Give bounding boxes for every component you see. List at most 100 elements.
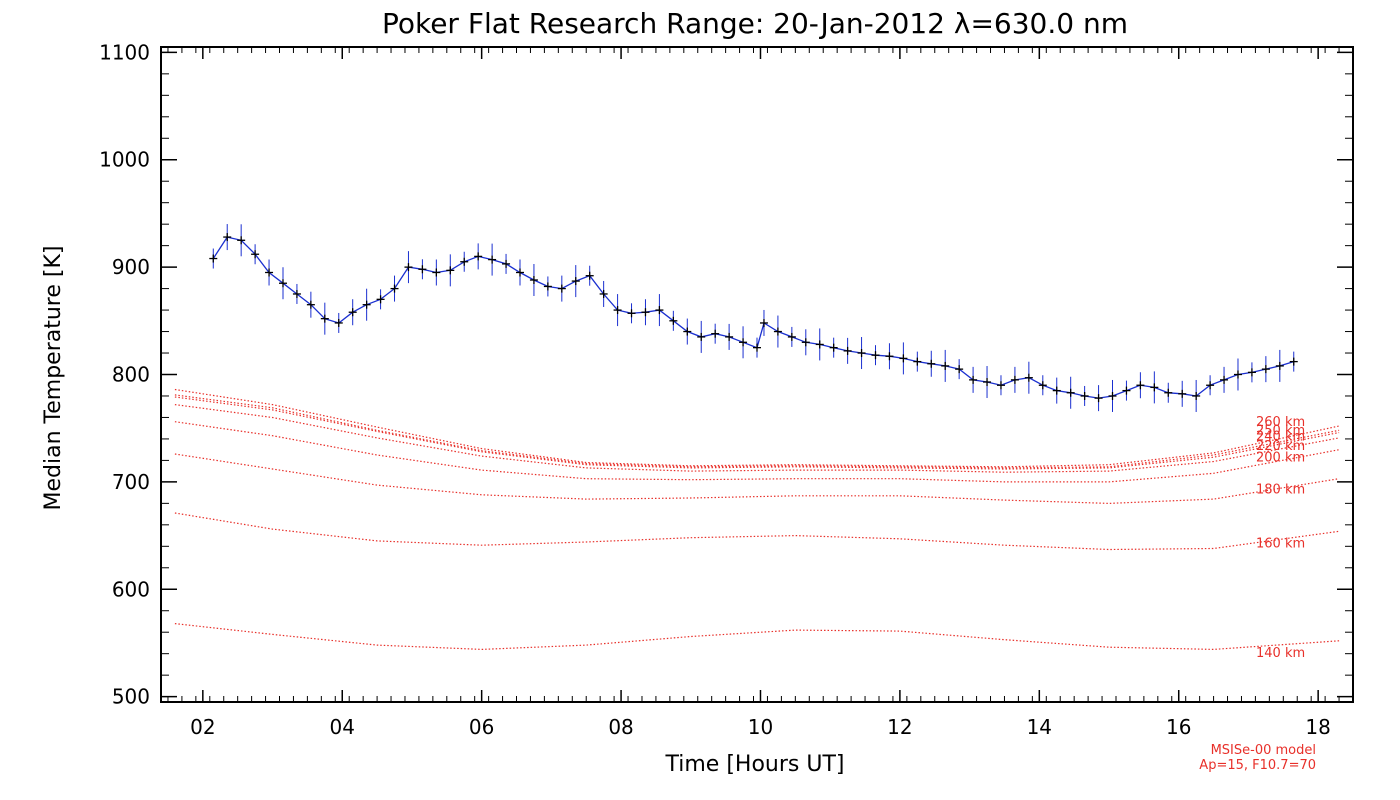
x-tick-label: 08 xyxy=(608,715,633,739)
data-point xyxy=(292,289,301,298)
data-point xyxy=(1066,388,1075,397)
model-label: 220 km xyxy=(1256,439,1305,454)
data-point xyxy=(1178,389,1187,398)
data-point xyxy=(474,252,483,261)
data-point xyxy=(1192,391,1201,400)
data-point xyxy=(871,351,880,360)
data-point xyxy=(237,236,246,245)
data-point xyxy=(306,300,315,309)
x-tick-label: 12 xyxy=(887,715,912,739)
data-point xyxy=(969,375,978,384)
data-point xyxy=(927,359,936,368)
data-point xyxy=(1233,370,1242,379)
data-point xyxy=(857,349,866,358)
model-note-line2: Ap=15, F10.7=70 xyxy=(1199,758,1316,773)
data-point xyxy=(320,314,329,323)
data-point xyxy=(1206,381,1215,390)
data-point xyxy=(627,309,636,318)
data-point xyxy=(265,268,274,277)
data-point xyxy=(899,354,908,363)
model-curve-250-km xyxy=(174,394,1340,469)
data-point xyxy=(1052,386,1061,395)
data-point xyxy=(1038,381,1047,390)
model-curve-240-km xyxy=(174,396,1340,470)
data-point xyxy=(418,265,427,274)
data-point xyxy=(334,318,343,327)
data-point xyxy=(759,318,768,327)
x-tick-label: 10 xyxy=(748,715,773,739)
x-tick-label: 18 xyxy=(1305,715,1330,739)
data-point xyxy=(996,381,1005,390)
data-point xyxy=(502,259,511,268)
data-point xyxy=(446,266,455,275)
data-point xyxy=(515,268,524,277)
data-point xyxy=(529,276,538,285)
model-curve-180-km xyxy=(174,453,1340,505)
data-point xyxy=(1289,357,1298,366)
y-tick-label: 600 xyxy=(112,577,150,601)
data-point xyxy=(404,263,413,272)
data-point xyxy=(1150,383,1159,392)
data-point xyxy=(251,250,260,259)
data-point xyxy=(1122,386,1131,395)
y-tick-label: 800 xyxy=(112,363,150,387)
data-point xyxy=(585,271,594,280)
data-point xyxy=(829,343,838,352)
y-tick-label: 1000 xyxy=(99,148,150,172)
data-point xyxy=(571,277,580,286)
data-point xyxy=(390,284,399,293)
data-point xyxy=(278,279,287,288)
x-axis-label: Time [Hours UT] xyxy=(665,752,845,777)
data-point xyxy=(773,327,782,336)
data-point xyxy=(941,361,950,370)
data-point xyxy=(1010,375,1019,384)
data-point xyxy=(1220,375,1229,384)
data-point xyxy=(739,338,748,347)
data-point xyxy=(1261,365,1270,374)
y-axis-label: Median Temperature [K] xyxy=(41,246,66,511)
data-point xyxy=(488,255,497,264)
measured-line xyxy=(212,236,1294,399)
data-point xyxy=(376,295,385,304)
plot-frame xyxy=(160,46,1354,703)
data-point xyxy=(1275,361,1284,370)
model-label: 240 km xyxy=(1256,429,1305,444)
model-label: 140 km xyxy=(1256,646,1305,661)
axis-ticks: 02 04 06 08 10 12 14 16 18 500 600 700 800 900 1000 110… xyxy=(99,40,1354,739)
data-point xyxy=(801,338,810,347)
data-point xyxy=(815,340,824,349)
model-curve-140-km xyxy=(174,623,1340,651)
data-point xyxy=(683,327,692,336)
x-tick-label: 02 xyxy=(190,715,215,739)
data-point xyxy=(1108,391,1117,400)
y-tick-label: 900 xyxy=(112,255,150,279)
data-point xyxy=(1094,394,1103,403)
y-tick-label: 500 xyxy=(112,685,150,709)
y-tick-label: 1100 xyxy=(99,40,150,64)
chart-title: Poker Flat Research Range: 20-Jan-2012 λ… xyxy=(382,7,1128,40)
data-point xyxy=(1024,373,1033,382)
x-tick-label: 06 xyxy=(469,715,494,739)
model-label: 160 km xyxy=(1256,536,1305,551)
data-point xyxy=(1164,388,1173,397)
data-point xyxy=(983,378,992,387)
data-point xyxy=(885,352,894,361)
model-note-line1: MSISe-00 model xyxy=(1211,743,1316,758)
data-point xyxy=(641,308,650,317)
data-point xyxy=(557,284,566,293)
measured-series xyxy=(209,224,1298,412)
model-curve-220-km xyxy=(174,404,1340,473)
model-curve-260-km xyxy=(174,388,1340,468)
data-point xyxy=(223,233,232,242)
data-point xyxy=(599,289,608,298)
data-point xyxy=(1136,381,1145,390)
data-point xyxy=(697,332,706,341)
data-point xyxy=(613,306,622,315)
data-point xyxy=(460,257,469,266)
data-point xyxy=(725,332,734,341)
data-point xyxy=(843,346,852,355)
data-point xyxy=(787,332,796,341)
x-tick-label: 14 xyxy=(1027,715,1052,739)
model-curve-160-km xyxy=(174,512,1340,551)
